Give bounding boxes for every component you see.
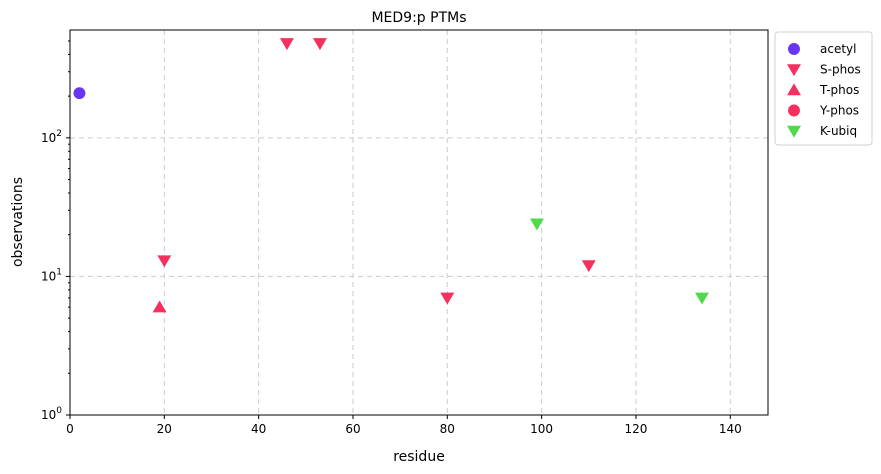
y-tick-label: 101 <box>41 267 62 283</box>
data-point-s-phos <box>312 38 327 51</box>
y-tick-label: 102 <box>41 129 62 145</box>
legend: acetyl S-phos T-phos Y-phos K-ubiq <box>774 31 873 146</box>
legend-label: K-ubiq <box>820 124 857 138</box>
x-tick-label: 100 <box>530 422 553 436</box>
y-axis-label: observations <box>10 177 26 267</box>
legend-label: S-phos <box>820 63 861 77</box>
legend-label: acetyl <box>820 42 856 56</box>
data-point-t-phos <box>152 300 167 313</box>
chart-title: MED9:p PTMs <box>371 10 466 26</box>
data-point-s-phos <box>440 292 455 305</box>
data-point-s-phos <box>279 38 294 51</box>
data-point-s-phos <box>581 260 596 273</box>
x-tick-label: 40 <box>251 422 266 436</box>
data-points <box>73 38 709 313</box>
data-point-s-phos <box>157 255 172 268</box>
x-axis-label: residue <box>393 449 445 465</box>
axis-ticks: 0 20 40 60 80 100 120 140 100 101 102 <box>41 40 742 436</box>
plot-area-frame <box>69 29 769 416</box>
legend-marker-s-phos <box>787 64 801 77</box>
legend-frame <box>774 31 873 146</box>
x-tick-label: 60 <box>345 422 360 436</box>
y-tick-label: 100 <box>41 406 62 422</box>
x-tick-label: 80 <box>440 422 455 436</box>
legend-marker-k-ubiq <box>787 125 801 138</box>
x-tick-label: 140 <box>719 422 742 436</box>
x-tick-label: 20 <box>157 422 172 436</box>
x-tick-label: 120 <box>624 422 647 436</box>
legend-marker-acetyl <box>788 43 800 55</box>
grid <box>70 30 768 415</box>
legend-label: Y-phos <box>819 104 859 118</box>
data-point-k-ubiq <box>529 218 544 231</box>
legend-marker-t-phos <box>787 83 801 96</box>
legend-marker-y-phos <box>788 104 800 117</box>
data-point-k-ubiq <box>694 292 709 305</box>
legend-label: T-phos <box>819 83 859 97</box>
data-point-acetyl <box>73 87 86 100</box>
x-tick-label: 0 <box>66 422 74 436</box>
